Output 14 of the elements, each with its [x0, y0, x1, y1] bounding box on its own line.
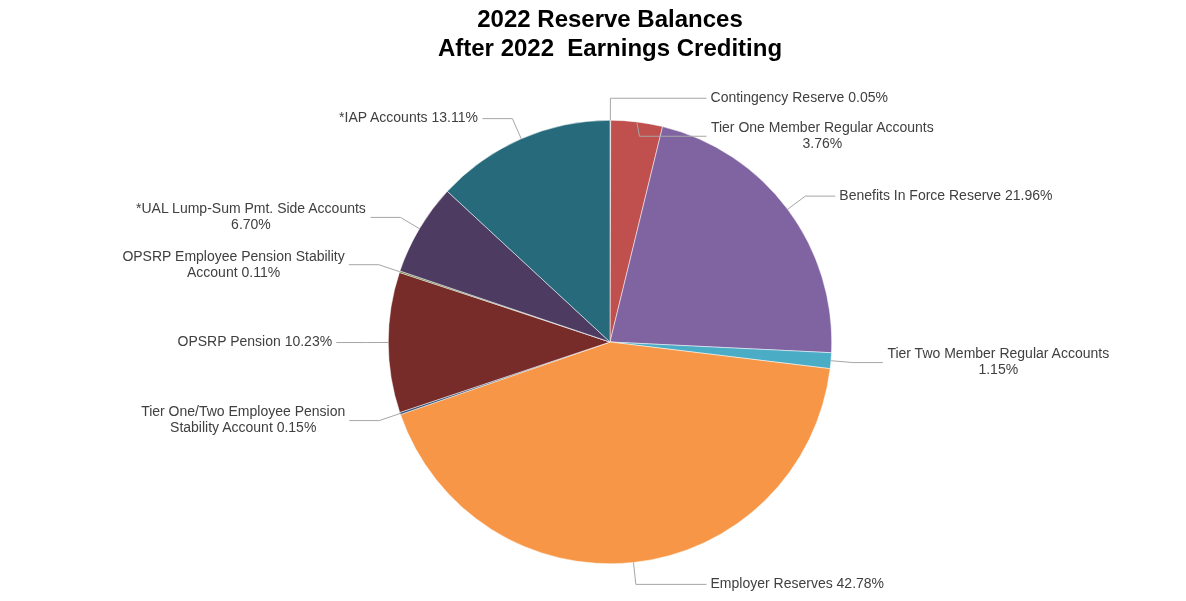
slice-label: OPSRP Employee Pension Stability Account 0.11% — [122, 247, 345, 280]
slice-label: *IAP Accounts 13.11% — [339, 109, 478, 126]
slice-label: OPSRP Pension 10.23% — [177, 333, 333, 350]
slice-label: Tier Two Member Regular Accounts — [887, 345, 1110, 362]
slice-label: Tier One Member Regular Accounts — [710, 119, 934, 136]
slice-label: Benefits In Force Reserve 21.96% — [839, 187, 1053, 203]
data-label: 3.76% — [802, 135, 843, 152]
slice-label: *UAL Lump-Sum Pmt. Side Accounts — [136, 200, 366, 217]
data-label: 6.70% — [231, 216, 271, 233]
slice-label: Contingency Reserve 0.05% — [710, 89, 888, 106]
chart-title: 2022 Reserve Balances After 2022 Earnings Crediting — [437, 4, 783, 61]
slice-label: Tier One/Two Employee Pension Stability Account 0.15% — [141, 403, 346, 436]
slice-label: Employer Reserves 42.78% — [710, 575, 885, 592]
data-label: 1.15% — [978, 361, 1019, 378]
